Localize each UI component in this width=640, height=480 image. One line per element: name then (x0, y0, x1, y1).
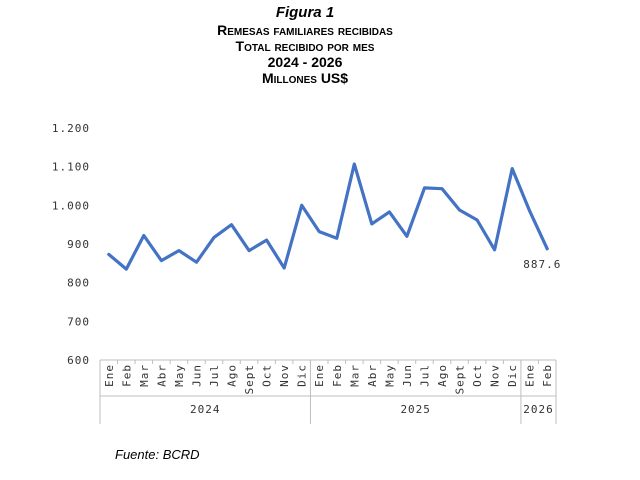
x-tick-label: Dic (506, 364, 519, 387)
x-tick-label: Ene (103, 364, 116, 387)
chart-units: Millones US$ (261, 70, 349, 86)
x-tick-label: Jul (418, 364, 431, 387)
x-tick-label: Ene (313, 364, 326, 387)
series-line (107, 162, 549, 271)
source-note: Fuente: BCRD (115, 447, 200, 462)
x-tick-label: Feb (541, 364, 554, 387)
x-tick-label: Feb (331, 364, 344, 387)
y-tick-label: 1.100 (52, 161, 90, 174)
x-tick-label: Ene (524, 364, 537, 387)
figure-label: Figura 1 (275, 4, 335, 21)
x-tick-label: Sept (454, 364, 467, 395)
y-tick-label: 900 (67, 238, 90, 251)
y-tick-label: 700 (67, 315, 90, 328)
chart-title-block: Figura 1 Remesas familiares recibidas To… (0, 4, 610, 86)
x-tick-label: Nov (489, 364, 502, 387)
x-tick-label: Jun (190, 364, 203, 387)
x-tick-label: Oct (471, 364, 484, 387)
x-tick-label: Sept (243, 364, 256, 395)
x-tick-label: Dic (296, 364, 309, 387)
x-tick-label: Abr (155, 364, 168, 387)
chart-subtitle: Total recibido por mes (235, 38, 375, 54)
x-tick-label: Ago (436, 364, 449, 387)
chart-period: 2024 - 2026 (267, 54, 343, 70)
y-tick-label: 600 (67, 354, 90, 367)
y-tick-label: 1.200 (52, 122, 90, 135)
year-label: 2024 (190, 403, 221, 416)
x-tick-label: Jun (401, 364, 414, 387)
y-tick-label: 800 (67, 277, 90, 290)
x-tick-label: May (383, 364, 396, 387)
year-label: 2025 (400, 403, 431, 416)
data-label: 887.6 (523, 258, 561, 271)
x-tick-label: May (173, 364, 186, 387)
chart-title: Remesas familiares recibidas (217, 22, 393, 38)
x-tick-label: Oct (261, 364, 274, 387)
x-tick-label: Nov (278, 364, 291, 387)
year-label: 2026 (523, 403, 554, 416)
x-tick-label: Mar (348, 364, 361, 387)
x-tick-label: Feb (120, 364, 133, 387)
x-tick-label: Mar (138, 364, 151, 387)
x-tick-label: Ago (226, 364, 239, 387)
y-tick-label: 1.000 (52, 199, 90, 212)
x-tick-label: Abr (366, 364, 379, 387)
x-tick-label: Jul (208, 364, 221, 387)
